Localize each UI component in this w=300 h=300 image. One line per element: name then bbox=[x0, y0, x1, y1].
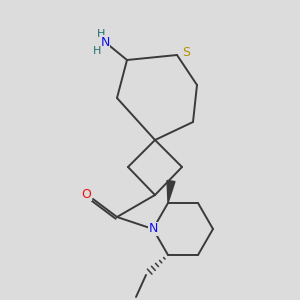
Text: N: N bbox=[148, 223, 158, 236]
Text: N: N bbox=[100, 35, 110, 49]
Text: S: S bbox=[182, 46, 190, 59]
Text: H: H bbox=[97, 29, 105, 39]
Polygon shape bbox=[167, 181, 175, 203]
Text: O: O bbox=[81, 188, 91, 200]
Text: H: H bbox=[93, 46, 101, 56]
